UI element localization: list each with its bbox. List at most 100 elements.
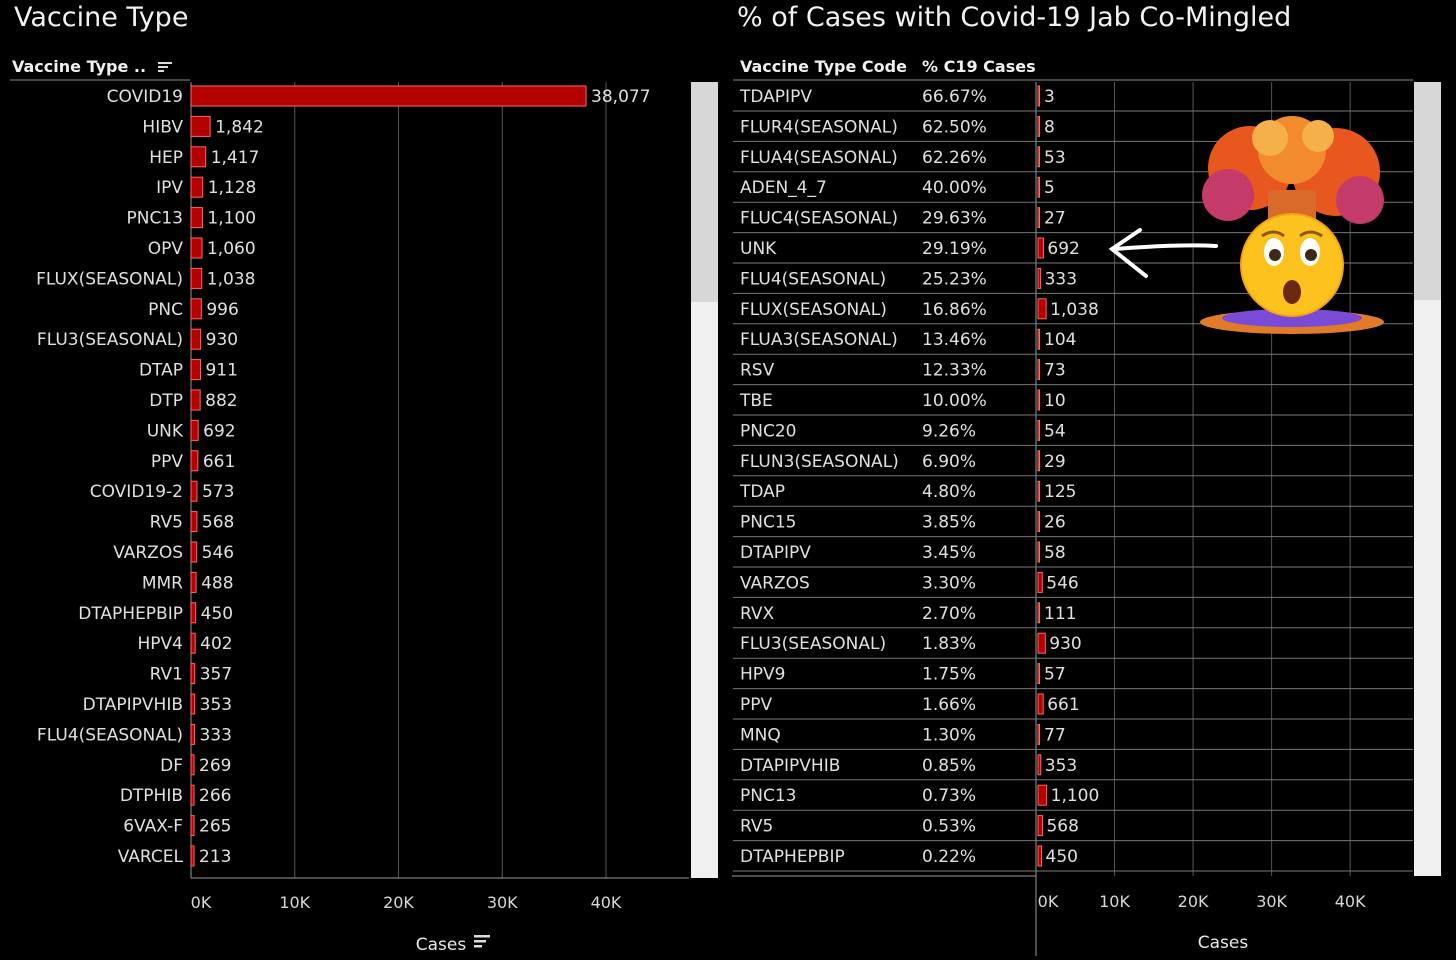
pct-c19-cell: 1.83% — [922, 634, 976, 654]
bar — [1037, 754, 1042, 776]
pct-c19-cell: 1.66% — [922, 695, 976, 715]
vaccine-code-cell: DTAPIPVHIB — [740, 756, 840, 776]
exploding-head-emoji-icon — [1200, 116, 1384, 334]
category-label: FLU4(SEASONAL) — [37, 725, 183, 745]
category-label: COVID19 — [107, 87, 183, 107]
category-label: PNC — [148, 300, 183, 320]
bar — [190, 602, 197, 624]
value-label: 1,417 — [211, 148, 260, 168]
value-label: 353 — [1045, 756, 1077, 776]
value-label: 269 — [199, 756, 231, 776]
vaccine-code-cell: TBE — [739, 391, 773, 411]
value-label: 546 — [202, 543, 234, 563]
bar — [190, 754, 195, 776]
pct-c19-cell: 0.53% — [922, 817, 976, 837]
vaccine-code-cell: PNC15 — [740, 513, 796, 533]
vaccine-code-cell: HPV9 — [740, 665, 785, 685]
vaccine-code-cell: VARZOS — [740, 573, 810, 593]
value-label: 450 — [201, 604, 233, 624]
vaccine-code-cell: TDAP — [739, 482, 785, 502]
value-label: 573 — [202, 482, 234, 502]
bar — [190, 693, 196, 715]
vaccine-code-cell: FLUC4(SEASONAL) — [740, 209, 898, 229]
value-label: 213 — [199, 847, 231, 867]
vaccine-code-cell: PPV — [740, 695, 773, 715]
category-label: FLUX(SEASONAL) — [36, 269, 183, 289]
bar — [190, 450, 199, 472]
pct-c19-cell: 3.45% — [922, 543, 976, 563]
value-label: 333 — [199, 725, 231, 745]
right-x-axis-title: Cases — [1198, 933, 1249, 953]
vaccine-code-cell: FLUN3(SEASONAL) — [740, 452, 899, 472]
value-label: 10 — [1044, 391, 1066, 411]
bar — [190, 480, 198, 502]
right-scrollbar-thumb[interactable] — [1414, 82, 1441, 300]
bar — [190, 723, 195, 745]
bar — [1037, 693, 1044, 715]
bar — [190, 267, 203, 289]
pct-c19-cell: 0.22% — [922, 847, 976, 867]
bar — [1037, 571, 1043, 593]
value-label: 996 — [206, 300, 238, 320]
category-label: DTPHIB — [120, 786, 183, 806]
category-label: HIBV — [142, 117, 183, 137]
category-label: RV1 — [150, 665, 183, 685]
pct-c19-cell: 0.85% — [922, 756, 976, 776]
value-label: 882 — [205, 391, 237, 411]
value-label: 357 — [200, 665, 232, 685]
category-label: VARCEL — [118, 847, 184, 867]
pct-c19-cell: 62.50% — [922, 117, 987, 137]
bar — [190, 328, 202, 350]
value-label: 8 — [1044, 117, 1055, 137]
value-label: 73 — [1044, 361, 1066, 381]
category-label: DF — [160, 756, 183, 776]
bar — [190, 571, 197, 593]
value-label: 1,060 — [207, 239, 256, 259]
pct-c19-cell: 13.46% — [922, 330, 987, 350]
value-label: 265 — [199, 817, 231, 837]
sort-icon[interactable] — [157, 61, 172, 74]
bar — [1037, 541, 1040, 563]
value-label: 29 — [1044, 452, 1066, 472]
pct-c19-cell: 1.75% — [922, 665, 976, 685]
value-label: 1,100 — [1051, 786, 1100, 806]
bar — [190, 663, 196, 685]
x-tick-label: 30K — [1256, 892, 1287, 911]
bar — [190, 632, 196, 654]
value-label: 661 — [203, 452, 235, 472]
bar — [1037, 146, 1040, 168]
category-label: DTAPHEPBIP — [78, 604, 183, 624]
left-x-axis-title: Cases — [416, 935, 467, 955]
pct-c19-cell: 10.00% — [922, 391, 987, 411]
pct-c19-cell: 2.70% — [922, 604, 976, 624]
value-label: 568 — [1046, 817, 1078, 837]
bar — [1037, 389, 1040, 411]
value-label: 1,842 — [215, 117, 264, 137]
x-tick-label: 20K — [383, 893, 414, 912]
value-label: 1,128 — [208, 178, 257, 198]
vaccine-code-cell: MNQ — [740, 725, 781, 745]
bar — [190, 845, 195, 867]
vaccine-type-code-header: Vaccine Type Code — [740, 57, 907, 76]
vaccine-code-cell: ADEN_4_7 — [740, 178, 827, 198]
bar — [190, 298, 202, 320]
x-tick-label: 10K — [1099, 892, 1130, 911]
vaccine-code-cell: TDAPIPV — [739, 87, 812, 107]
vaccine-code-cell: DTAPHEPBIP — [740, 847, 845, 867]
value-label: 1,100 — [207, 209, 256, 229]
vaccine-code-cell: FLUR4(SEASONAL) — [740, 117, 898, 137]
left-scrollbar-thumb[interactable] — [691, 82, 718, 302]
pct-c19-cell: 25.23% — [922, 269, 987, 289]
x-tick-label: 10K — [279, 893, 310, 912]
value-label: 26 — [1044, 513, 1066, 533]
bar — [190, 237, 203, 259]
right-table-chart: 0K 10K 20K 30K 40K TDAPIPV 66.67% 3 FLUR4(SEASON… — [732, 79, 1413, 956]
pct-c19-cell: 29.63% — [922, 209, 987, 229]
bar — [1037, 176, 1040, 198]
pct-c19-cell: 16.86% — [922, 300, 987, 320]
value-label: 450 — [1046, 847, 1078, 867]
vaccine-type-header[interactable]: Vaccine Type .. — [12, 57, 172, 76]
bar — [1037, 237, 1044, 259]
sort-icon[interactable] — [474, 935, 490, 948]
